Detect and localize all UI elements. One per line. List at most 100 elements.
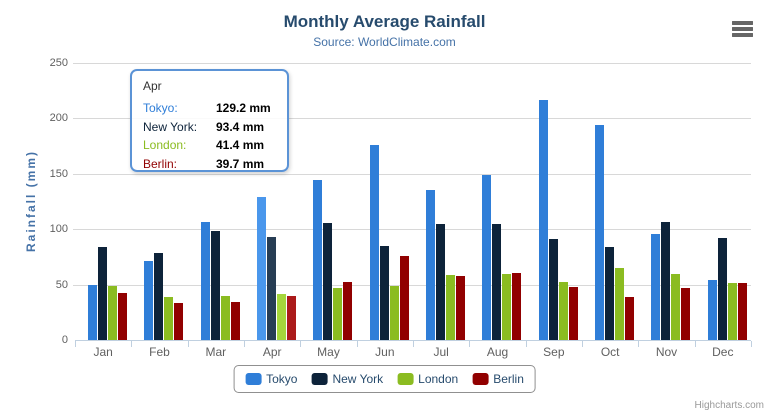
- tooltip-series-value: 41.4 mm: [216, 138, 265, 152]
- x-axis-label-feb: Feb: [149, 345, 170, 359]
- y-gridline: [73, 63, 751, 64]
- bar-new-york-jan[interactable]: [98, 247, 107, 340]
- bar-tokyo-nov[interactable]: [651, 234, 660, 340]
- bar-tokyo-jul[interactable]: [426, 190, 435, 340]
- y-axis-label: 50: [55, 279, 68, 291]
- bar-new-york-jul[interactable]: [436, 224, 445, 340]
- bar-new-york-feb[interactable]: [154, 253, 163, 340]
- bar-london-aug[interactable]: [502, 274, 511, 340]
- x-axis-label-may: May: [317, 345, 340, 359]
- bar-berlin-sep[interactable]: [569, 287, 578, 340]
- x-axis-label-jun: Jun: [375, 345, 395, 359]
- legend-item-label: Berlin: [493, 372, 524, 386]
- x-axis-label-sep: Sep: [543, 345, 565, 359]
- bar-tokyo-jan[interactable]: [88, 285, 97, 340]
- legend-item-berlin[interactable]: Berlin: [472, 373, 524, 385]
- bar-new-york-sep[interactable]: [549, 239, 558, 340]
- export-menu-button[interactable]: [732, 21, 754, 38]
- bar-london-jun[interactable]: [390, 286, 399, 340]
- bar-new-york-mar[interactable]: [211, 231, 220, 340]
- bar-tokyo-feb[interactable]: [144, 261, 153, 340]
- bar-tokyo-dec[interactable]: [708, 280, 717, 340]
- x-axis-tick: [526, 341, 527, 347]
- bar-tokyo-apr[interactable]: [257, 197, 266, 340]
- x-axis-tick: [638, 341, 639, 347]
- x-axis-line: [75, 340, 751, 341]
- y-axis-label: 150: [49, 168, 68, 180]
- bar-tokyo-mar[interactable]: [201, 222, 210, 340]
- chart-title: Monthly Average Rainfall: [283, 12, 486, 31]
- bar-new-york-aug[interactable]: [492, 224, 501, 340]
- x-axis-label-apr: Apr: [262, 345, 282, 359]
- bar-berlin-oct[interactable]: [625, 297, 634, 340]
- legend-swatch-icon: [245, 373, 262, 385]
- bar-tokyo-oct[interactable]: [595, 125, 604, 340]
- bar-berlin-aug[interactable]: [512, 273, 521, 340]
- bar-berlin-apr[interactable]: [287, 296, 296, 340]
- bar-london-jan[interactable]: [108, 286, 117, 340]
- legend-item-label: London: [418, 372, 459, 386]
- y-axis-label: 250: [49, 57, 68, 69]
- x-axis-tick: [582, 341, 583, 347]
- legend-item-label: Tokyo: [266, 372, 298, 386]
- x-axis-tick: [131, 341, 132, 347]
- bar-london-nov[interactable]: [671, 274, 680, 340]
- bar-london-may[interactable]: [333, 288, 342, 340]
- bar-berlin-jun[interactable]: [400, 256, 409, 340]
- tooltip-series-value: 129.2 mm: [216, 101, 271, 115]
- bar-new-york-may[interactable]: [323, 223, 332, 340]
- tooltip: Apr Tokyo: 129.2 mm New York: 93.4 mm London…: [130, 69, 289, 172]
- bar-london-apr[interactable]: [277, 294, 286, 340]
- bar-tokyo-sep[interactable]: [539, 100, 548, 340]
- bar-new-york-oct[interactable]: [605, 247, 614, 340]
- x-axis-label-nov: Nov: [655, 345, 678, 359]
- tooltip-series-label: London:: [143, 138, 187, 152]
- bar-tokyo-aug[interactable]: [482, 175, 491, 340]
- chart-subtitle: Source: WorldClimate.com: [313, 35, 456, 49]
- bar-london-mar[interactable]: [221, 296, 230, 340]
- bar-london-jul[interactable]: [446, 275, 455, 340]
- bar-tokyo-jun[interactable]: [370, 145, 379, 340]
- tooltip-series-label: Tokyo:: [143, 101, 178, 115]
- bar-new-york-dec[interactable]: [718, 238, 727, 340]
- x-axis-tick: [188, 341, 189, 347]
- x-axis-tick: [469, 341, 470, 347]
- tooltip-series-value: 93.4 mm: [216, 119, 265, 134]
- tooltip-series-label: Berlin:: [143, 156, 178, 171]
- bar-tokyo-may[interactable]: [313, 180, 322, 340]
- y-axis-title: Rainfall (mm): [24, 149, 38, 253]
- legend-item-london[interactable]: London: [397, 373, 458, 385]
- tooltip-series-label: New York:: [143, 119, 198, 134]
- x-axis-tick: [300, 341, 301, 347]
- bar-berlin-jul[interactable]: [456, 276, 465, 340]
- legend-item-tokyo[interactable]: Tokyo: [245, 373, 297, 385]
- tooltip-series-value: 39.7 mm: [216, 156, 265, 171]
- bar-berlin-mar[interactable]: [231, 302, 240, 340]
- bar-new-york-jun[interactable]: [380, 246, 389, 340]
- credits-link[interactable]: Highcharts.com: [694, 400, 764, 411]
- legend-item-label: New York: [332, 372, 384, 386]
- bar-new-york-apr[interactable]: [267, 237, 276, 340]
- bar-london-oct[interactable]: [615, 268, 624, 340]
- bar-berlin-nov[interactable]: [681, 288, 690, 340]
- bar-berlin-dec[interactable]: [738, 283, 747, 340]
- bar-berlin-jan[interactable]: [118, 293, 127, 340]
- legend-swatch-icon: [472, 373, 489, 385]
- legend-swatch-icon: [311, 373, 328, 385]
- bar-london-feb[interactable]: [164, 297, 173, 340]
- bar-london-sep[interactable]: [559, 282, 568, 340]
- bar-berlin-feb[interactable]: [174, 303, 183, 340]
- bar-london-dec[interactable]: [728, 283, 737, 340]
- x-axis-label-jan: Jan: [93, 345, 113, 359]
- bar-berlin-may[interactable]: [343, 282, 352, 340]
- x-axis-tick: [244, 341, 245, 347]
- x-axis-label-aug: Aug: [486, 345, 509, 359]
- bar-new-york-nov[interactable]: [661, 222, 670, 340]
- x-axis-tick: [75, 341, 76, 347]
- tooltip-rows: Tokyo: 129.2 mm New York: 93.4 mm London: 41.…: [143, 99, 276, 173]
- x-axis-tick: [695, 341, 696, 347]
- tooltip-header: Apr: [143, 79, 162, 93]
- x-axis-label-mar: Mar: [205, 345, 227, 359]
- legend-item-new-york[interactable]: New York: [311, 373, 383, 385]
